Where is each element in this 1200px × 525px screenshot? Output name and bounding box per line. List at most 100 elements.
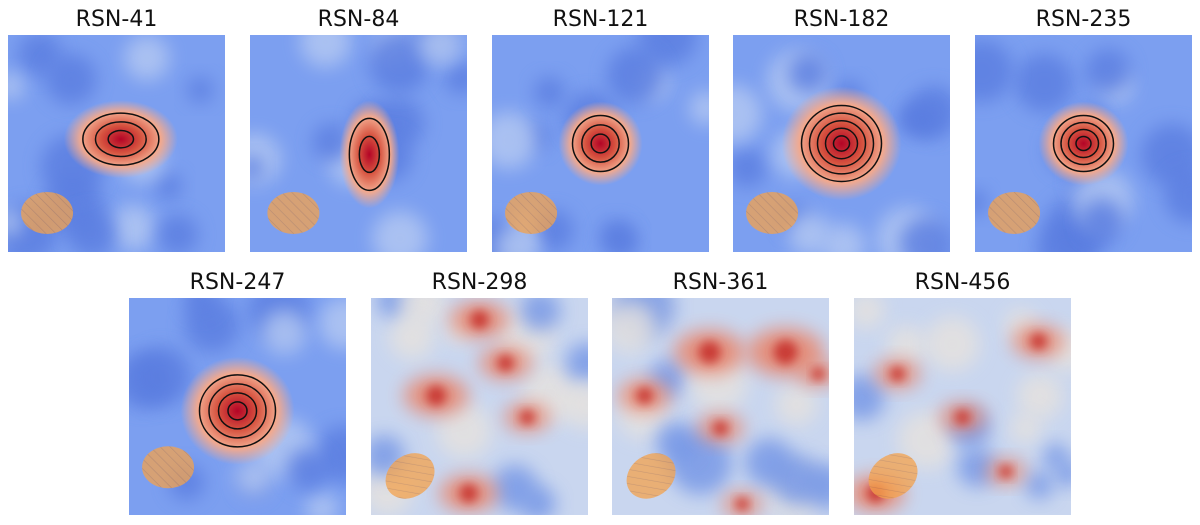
panel-title: RSN-361 [673, 270, 769, 295]
texture [1080, 198, 1124, 242]
texture [733, 148, 767, 188]
texture [45, 53, 97, 105]
panel-title: RSN-298 [432, 270, 528, 295]
texture [187, 76, 214, 103]
texture [492, 111, 538, 169]
texture [444, 60, 467, 95]
panel [371, 298, 588, 515]
texture [803, 464, 829, 510]
source [1038, 101, 1129, 186]
texture [821, 223, 866, 252]
emission-core [713, 421, 728, 436]
texture [1016, 373, 1064, 420]
contour [816, 119, 867, 168]
contour [824, 127, 859, 160]
texture [1042, 443, 1069, 470]
texture [854, 374, 885, 421]
panel [129, 298, 346, 515]
texture [8, 209, 23, 236]
contour [1075, 135, 1092, 152]
panel [975, 35, 1192, 252]
emission-core [812, 367, 825, 380]
texture [561, 380, 588, 430]
source [63, 100, 178, 179]
texture [1085, 49, 1131, 94]
contour [808, 112, 875, 175]
texture [372, 210, 428, 252]
contour [107, 129, 135, 149]
texture [261, 309, 307, 355]
contour [1060, 121, 1107, 166]
contour [208, 383, 267, 439]
texture [775, 383, 818, 426]
contour [217, 392, 258, 430]
texture [389, 314, 435, 360]
texture [436, 402, 492, 459]
panel-title: RSN-41 [76, 7, 158, 32]
texture [155, 173, 182, 200]
texture [655, 421, 697, 463]
contour [82, 112, 160, 166]
texture [1014, 53, 1074, 113]
texture [132, 347, 191, 406]
texture [975, 39, 1013, 103]
emission-core [736, 498, 749, 511]
texture [607, 46, 664, 104]
texture [897, 411, 956, 470]
source [180, 356, 295, 465]
emission-core [890, 366, 905, 381]
emission-core [470, 310, 489, 329]
panel-title: RSN-121 [553, 7, 649, 32]
emission-core [497, 355, 514, 372]
texture [924, 316, 980, 372]
emission-core [636, 387, 653, 404]
texture [491, 464, 538, 511]
contour [198, 374, 277, 448]
contour [1052, 114, 1115, 173]
texture [124, 35, 170, 81]
emission-core [698, 341, 721, 364]
texture [854, 298, 885, 329]
contour [590, 133, 611, 154]
beam [505, 191, 558, 234]
texture [1164, 168, 1192, 224]
contour [832, 135, 851, 152]
emission-core [955, 410, 970, 425]
contour [227, 401, 248, 421]
texture [744, 438, 794, 487]
emission-core [999, 465, 1012, 478]
contour [800, 104, 883, 183]
panel [250, 35, 467, 252]
texture [607, 227, 638, 252]
panel [733, 35, 950, 252]
source [339, 100, 400, 209]
panel [8, 35, 225, 252]
texture [1036, 220, 1096, 252]
texture [286, 448, 329, 491]
texture [318, 298, 346, 350]
contour [1067, 128, 1100, 159]
beam [385, 453, 435, 499]
texture [110, 205, 156, 251]
texture [886, 325, 927, 366]
panel-title: RSN-182 [794, 7, 890, 32]
source [781, 86, 902, 201]
emission-core [426, 385, 447, 406]
beam [626, 453, 676, 499]
texture [67, 209, 117, 252]
beam [142, 446, 195, 489]
emission-core [1030, 333, 1047, 350]
texture [957, 447, 997, 488]
contour [94, 121, 147, 158]
emission-core [773, 340, 798, 365]
beam [21, 191, 74, 234]
texture [565, 342, 588, 385]
panel [854, 298, 1071, 515]
texture [1009, 412, 1041, 444]
texture [533, 76, 565, 108]
emission-core [520, 410, 535, 425]
texture [418, 35, 463, 67]
texture [305, 492, 339, 515]
panel-title: RSN-84 [318, 7, 400, 32]
